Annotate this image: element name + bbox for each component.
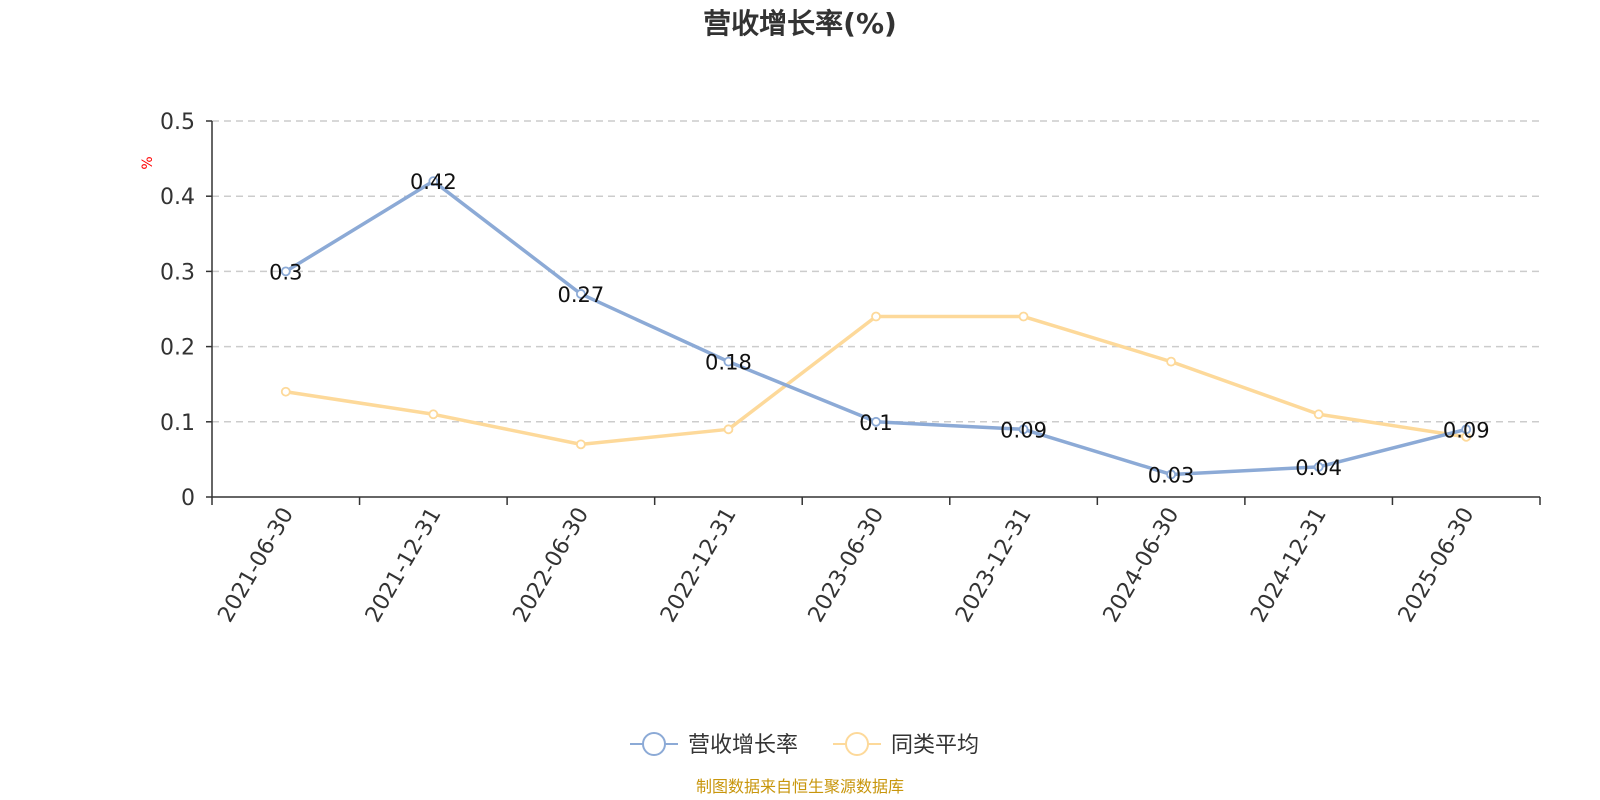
data-point[interactable] [871,311,881,322]
legend-circle-icon [845,732,869,756]
data-label: 0.09 [1000,418,1047,442]
y-tick-label: 0.1 [160,411,195,436]
y-tick-label: 0.5 [160,110,195,135]
x-tick-label: 2021-12-31 [361,504,447,627]
data-point[interactable] [723,424,734,435]
x-tick-label: 2022-06-30 [509,504,595,627]
data-label: 0.3 [269,260,302,284]
x-tick-label: 2023-06-30 [804,504,890,627]
data-point[interactable] [428,176,439,187]
source-note: 制图数据来自恒生聚源数据库 [696,777,904,796]
data-point[interactable] [723,356,734,367]
y-tick-label: 0.3 [160,260,195,285]
y-axis-unit-label: % [140,156,156,169]
data-label: 0.03 [1148,463,1195,487]
data-point[interactable] [1313,409,1324,420]
data-point[interactable] [871,416,881,427]
legend-circle-icon [642,732,666,756]
legend-label: 营收增长率 [688,733,798,758]
data-point[interactable] [1166,356,1177,367]
legend-label: 同类平均 [891,733,979,758]
data-label: 0.27 [558,283,605,307]
data-point[interactable] [280,386,291,397]
data-point[interactable] [1166,469,1177,480]
data-label: 0.04 [1295,456,1342,480]
data-point[interactable] [1018,424,1029,435]
data-point[interactable] [428,409,439,420]
data-label: 0.18 [705,351,752,375]
x-tick-label: 2025-06-30 [1394,504,1480,627]
data-label: 0.1 [859,411,892,435]
data-point[interactable] [1313,462,1324,472]
legend-item-peer-average[interactable]: 同类平均 [833,732,979,758]
x-tick-label: 2021-06-30 [213,504,299,627]
legend[interactable]: 营收增长率 同类平均 [630,732,979,758]
chart-title: 营收增长率(%) [703,7,897,40]
data-label: 0.42 [410,170,457,194]
x-tick-label: 2024-12-31 [1246,504,1332,627]
axis-layer: 0 0.1 0.2 0.3 0.4 0.5 2021-06-30 2021-12-31 2022… [160,110,1541,627]
x-tick-label: 2022-12-31 [656,504,742,627]
data-point[interactable] [280,266,291,277]
data-point[interactable] [575,289,586,299]
data-label-layer: 0.3 0.42 0.27 0.18 0.1 0.09 0.03 0.04 0.09 [269,170,1490,487]
legend-item-revenue-growth[interactable]: 营收增长率 [630,732,798,758]
grid-layer [212,120,1540,423]
y-tick-label: 0.4 [160,185,195,210]
data-point[interactable] [1461,424,1472,435]
x-tick-label: 2024-06-30 [1099,504,1185,627]
series-layer [280,176,1472,480]
x-tick-label: 2023-12-31 [951,504,1037,627]
data-point[interactable] [575,439,586,450]
data-point[interactable] [1018,311,1029,322]
y-tick-label: 0.2 [160,336,195,361]
data-label: 0.09 [1443,418,1490,442]
y-tick-label: 0 [181,486,195,511]
